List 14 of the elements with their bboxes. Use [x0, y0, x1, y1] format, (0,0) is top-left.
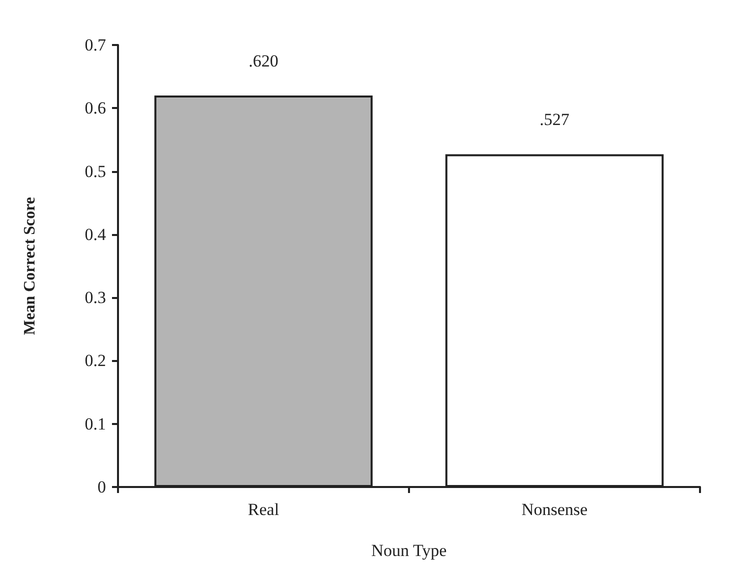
y-tick-label: 0.6 — [84, 98, 106, 118]
x-tick-label: Real — [248, 500, 280, 519]
data-label: .620 — [248, 52, 278, 71]
y-axis-title: Mean Correct Score — [22, 196, 38, 336]
y-tick-label: 0 — [98, 478, 106, 496]
data-label: .527 — [540, 110, 570, 130]
y-tick-label: 0.3 — [84, 288, 106, 308]
y-tick-label: 0.4 — [84, 224, 106, 244]
x-axis-title: Noun Type — [371, 541, 447, 560]
y-tick-label: 0.5 — [84, 162, 106, 181]
x-tick-label: Nonsense — [521, 500, 588, 519]
y-tick-label: 0.1 — [84, 414, 106, 434]
y-tick-label: 0.2 — [84, 351, 106, 370]
y-tick-label: 0.7 — [84, 36, 106, 54]
